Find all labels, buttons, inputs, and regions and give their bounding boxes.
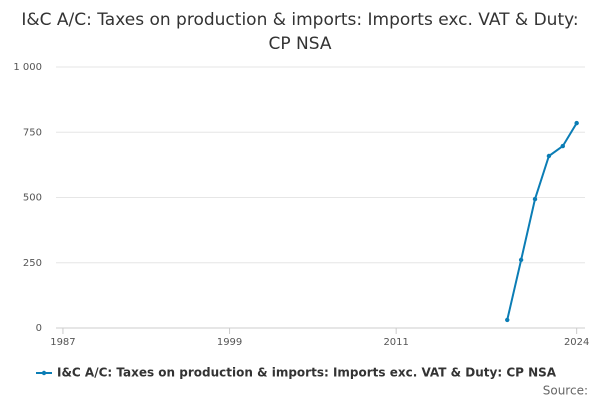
- point: [560, 143, 565, 149]
- x-tick-label: 1999: [217, 337, 242, 348]
- chart-title: I&C A/C: Taxes on production & imports: …: [21, 10, 579, 54]
- x-tick-label: 2024: [564, 337, 589, 348]
- y-tick-label: 750: [23, 127, 42, 138]
- legend-label: I&C A/C: Taxes on production & imports: …: [57, 366, 557, 380]
- point: [546, 153, 552, 159]
- source: Source:: [543, 384, 588, 398]
- y-tick-label: 250: [23, 258, 42, 269]
- x-tick-label: 1987: [50, 337, 75, 348]
- x-tick-label: 2011: [383, 337, 408, 348]
- point: [532, 196, 538, 202]
- point: [518, 257, 524, 263]
- legend-marker: [41, 370, 47, 376]
- y-tick-label: 500: [23, 193, 42, 204]
- y-tick-label: 0: [36, 323, 42, 334]
- point: [574, 120, 579, 126]
- y-tick-label: 1 000: [13, 62, 42, 73]
- series-line: [506, 122, 578, 321]
- point: [505, 317, 510, 323]
